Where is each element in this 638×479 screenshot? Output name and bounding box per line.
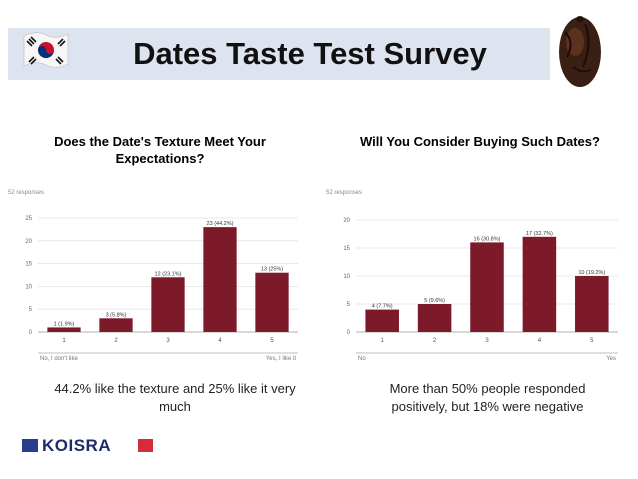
data-label: 10 (19.2%) <box>578 270 605 276</box>
x-tick-label: 4 <box>218 338 222 344</box>
x-low-label: No <box>358 356 366 362</box>
data-label: 17 (32.7%) <box>526 231 553 237</box>
data-label: 3 (5.8%) <box>106 312 127 318</box>
x-tick-label: 1 <box>62 338 66 344</box>
bar <box>203 227 237 332</box>
bar <box>99 318 133 332</box>
bar <box>470 242 504 332</box>
y-tick-label: 25 <box>25 216 32 222</box>
logo-red-square <box>138 439 153 452</box>
data-label: 5 (9.6%) <box>424 298 445 304</box>
y-tick-label: 15 <box>343 246 350 252</box>
y-tick-label: 0 <box>347 330 351 336</box>
x-tick-label: 5 <box>270 338 274 344</box>
bar <box>365 309 399 332</box>
x-high-label: Yes <box>606 356 616 362</box>
data-label: 23 (44.2%) <box>207 221 234 227</box>
x-tick-label: 3 <box>485 338 489 344</box>
page-title: Dates Taste Test Survey <box>133 36 487 71</box>
data-label: 13 (25%) <box>261 267 283 273</box>
bar <box>575 276 609 332</box>
data-label: 12 (23.1%) <box>155 271 182 277</box>
x-tick-label: 2 <box>114 338 118 344</box>
bar <box>522 236 557 332</box>
title-banner <box>8 28 550 80</box>
chart-1-caption: 44.2% like the texture and 25% like it v… <box>54 381 296 414</box>
bar <box>151 277 185 332</box>
korea-flag-icon <box>23 32 69 68</box>
bar <box>417 304 452 332</box>
date-fruit-icon <box>559 16 601 87</box>
chart-buying: 52 responses 0 5 10 15 20 4 (7.7%) 1 5 (9.6%) 2 16… <box>326 190 618 362</box>
x-tick-label: 5 <box>590 338 594 344</box>
data-label: 4 (7.7%) <box>372 304 393 310</box>
logo-text: KOISRA <box>42 436 112 455</box>
chart-2-caption: More than 50% people responded positivel… <box>389 381 586 414</box>
x-low-label: No, I don't like <box>40 356 78 362</box>
bar <box>47 327 81 332</box>
y-tick-label: 0 <box>29 330 33 336</box>
y-tick-label: 10 <box>25 284 32 290</box>
bar <box>255 272 289 332</box>
x-high-label: Yes, I like it <box>266 356 296 362</box>
chart-2-title: Will You Consider Buying Such Dates? <box>360 134 600 149</box>
y-tick-label: 5 <box>29 307 33 313</box>
responses-count: 52 responses <box>8 190 44 196</box>
x-tick-label: 1 <box>381 338 385 344</box>
y-tick-label: 20 <box>25 239 32 245</box>
logo-blue-square <box>22 439 38 452</box>
y-tick-label: 10 <box>343 274 350 280</box>
y-tick-label: 15 <box>25 262 32 268</box>
x-tick-label: 2 <box>433 338 437 344</box>
chart-1-title: Does the Date's Texture Meet Your Expect… <box>54 134 266 166</box>
responses-count: 52 responses <box>326 190 362 196</box>
x-tick-label: 4 <box>538 338 542 344</box>
y-tick-label: 5 <box>347 302 351 308</box>
data-label: 1 (1.9%) <box>54 321 75 327</box>
x-tick-label: 3 <box>166 338 170 344</box>
data-label: 16 (30.8%) <box>474 236 501 242</box>
y-tick-label: 20 <box>343 218 350 224</box>
